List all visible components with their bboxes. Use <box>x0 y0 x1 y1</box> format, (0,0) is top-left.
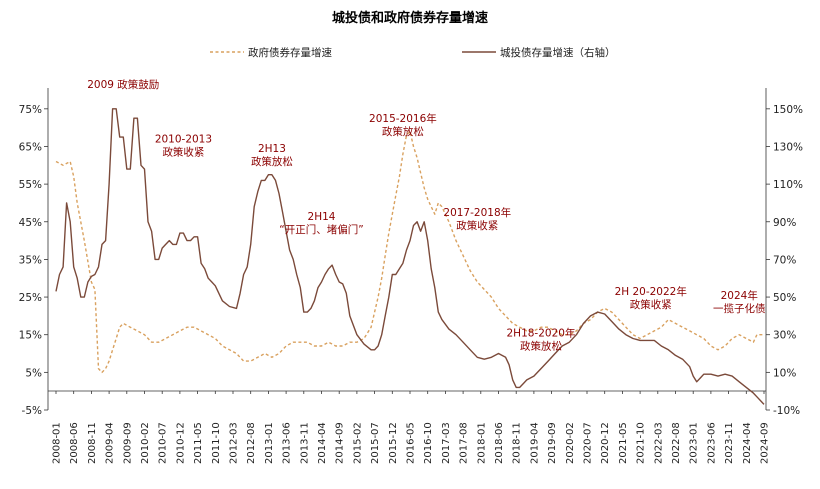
x-tick-label: 2010-02 <box>140 422 151 464</box>
right-tick-label: 130% <box>773 141 803 153</box>
annotation-line: 政策放松 <box>382 125 424 138</box>
x-tick-label: 2012-08 <box>246 422 257 464</box>
annotation-line: 一揽子化债 <box>713 302 766 315</box>
x-tick-label: 2009-04 <box>105 422 116 464</box>
legend: 政府债券存量增速 城投债存量增速（右轴） <box>210 46 616 59</box>
x-tick-label: 2024-09 <box>760 422 771 464</box>
x-tick-label: 2018-06 <box>494 422 505 464</box>
x-tick-label: 2008-06 <box>69 422 80 464</box>
x-tick-label: 2008-11 <box>87 422 98 464</box>
annotation-label: 2024年一揽子化债 <box>713 289 766 315</box>
annotation-line: 政策放松 <box>520 340 562 353</box>
x-tick-label: 2013-11 <box>299 422 310 464</box>
x-tick-label: 2021-10 <box>636 422 647 464</box>
annotation-line: 2010-2013 <box>155 134 212 146</box>
x-tick-label: 2015-07 <box>370 422 381 464</box>
x-tick-label: 2018-11 <box>512 422 523 464</box>
series-line-lgfv-bonds <box>55 108 765 405</box>
x-tick-label: 2023-06 <box>706 422 717 464</box>
annotation-line: 政策收紧 <box>162 146 204 159</box>
left-tick-label: 15% <box>19 330 42 342</box>
x-tick-label: 2014-04 <box>317 422 328 464</box>
x-tick-label: 2020-02 <box>565 422 576 464</box>
annotation-label: 2010-2013 政策收紧 <box>155 134 212 159</box>
annotation-line: 2015-2016年 <box>369 112 437 125</box>
x-tick-label: 2024-04 <box>742 422 753 464</box>
right-tick-label: 30% <box>773 330 796 342</box>
x-tick-label: 2008-01 <box>52 422 63 464</box>
x-tick-label: 2010-07 <box>158 422 169 464</box>
x-tick-label: 2017-08 <box>459 422 470 464</box>
left-tick-label: 55% <box>19 179 42 191</box>
legend-label-gov-bonds: 政府债券存量增速 <box>248 46 332 59</box>
annotation-line: 政策放松 <box>251 155 293 168</box>
x-tick-label: 2020-07 <box>583 422 594 464</box>
annotation-line: 2009 政策鼓励 <box>87 78 159 91</box>
axes: -5% 5% 15% 25% 35% 45% 55% 65% 75% -10% 10% 30% 50% 7… <box>19 88 803 464</box>
right-tick-label: 90% <box>773 217 796 229</box>
annotation-line: “开正门、堵偏门” <box>279 223 363 236</box>
annotation-line: 政策收紧 <box>630 298 672 311</box>
annotation-line: 2H18-2020年 <box>507 327 576 340</box>
x-tick-label: 2021-05 <box>618 422 629 464</box>
left-tick-label: 45% <box>19 217 42 229</box>
legend-label-lgfv-bonds: 城投债存量增速（右轴） <box>500 46 616 59</box>
right-tick-label: 110% <box>773 179 803 191</box>
annotation-label: 2017-2018年政策收紧 <box>443 206 511 232</box>
x-tick-label: 2011-10 <box>211 422 222 464</box>
x-tick-label: 2013-01 <box>264 422 275 464</box>
x-tick-label: 2019-04 <box>529 422 540 464</box>
x-tick-label: 2022-03 <box>653 422 664 464</box>
x-tick-label: 2016-05 <box>406 422 417 464</box>
x-tick-label: 2022-08 <box>671 422 682 464</box>
annotation-label: 2H 20-2022年政策收紧 <box>615 285 687 311</box>
chart-title: 城投债和政府债券存量增速 <box>332 10 488 26</box>
x-tick-label: 2016-10 <box>423 422 434 464</box>
x-tick-label: 2013-06 <box>282 422 293 464</box>
x-tick-label: 2010-12 <box>175 422 186 464</box>
series-line-gov-bonds <box>55 130 764 374</box>
x-tick-label: 2011-05 <box>193 422 204 464</box>
left-tick-label: 75% <box>19 104 42 116</box>
annotation-line: 2017-2018年 <box>443 206 511 219</box>
annotation-label: 2015-2016年政策放松 <box>369 112 437 138</box>
left-tick-label: 35% <box>19 254 42 266</box>
x-tick-label: 2019-09 <box>547 422 558 464</box>
annotation-label: 2H13 政策放松 <box>251 143 293 168</box>
annotation-label: 2H18-2020年政策放松 <box>507 327 576 353</box>
right-tick-label: -10% <box>773 405 800 417</box>
x-tick-label: 2023-11 <box>724 422 735 464</box>
right-tick-label: 150% <box>773 104 803 116</box>
x-tick-label: 2012-03 <box>229 422 240 464</box>
x-tick-label: 2014-09 <box>335 422 346 464</box>
left-tick-label: 5% <box>25 367 42 379</box>
left-tick-label: 25% <box>19 292 42 304</box>
x-tick-label: 2009-09 <box>122 422 133 464</box>
annotation-line: 2024年 <box>721 289 758 302</box>
x-tick-label: 2018-01 <box>476 422 487 464</box>
annotation-line: 2H14 <box>308 211 336 223</box>
annotation-line: 2H13 <box>258 143 286 155</box>
x-tick-label: 2023-01 <box>689 422 700 464</box>
x-tick-label: 2015-02 <box>352 422 363 464</box>
right-tick-label: 10% <box>773 367 796 379</box>
right-tick-label: 70% <box>773 254 796 266</box>
annotation-label: 2009 政策鼓励 <box>87 78 159 91</box>
plot-area <box>55 108 765 405</box>
right-tick-label: 50% <box>773 292 796 304</box>
x-tick-label: 2020-12 <box>600 422 611 464</box>
annotation-line: 2H 20-2022年 <box>615 285 687 298</box>
annotation-line: 政策收紧 <box>456 219 498 232</box>
annotation-label: 2H14 “开正门、堵偏门” <box>279 211 363 236</box>
x-tick-label: 2015-12 <box>388 422 399 464</box>
left-tick-label: -5% <box>22 405 42 417</box>
x-tick-label: 2017-03 <box>441 422 452 464</box>
left-tick-label: 65% <box>19 141 42 153</box>
